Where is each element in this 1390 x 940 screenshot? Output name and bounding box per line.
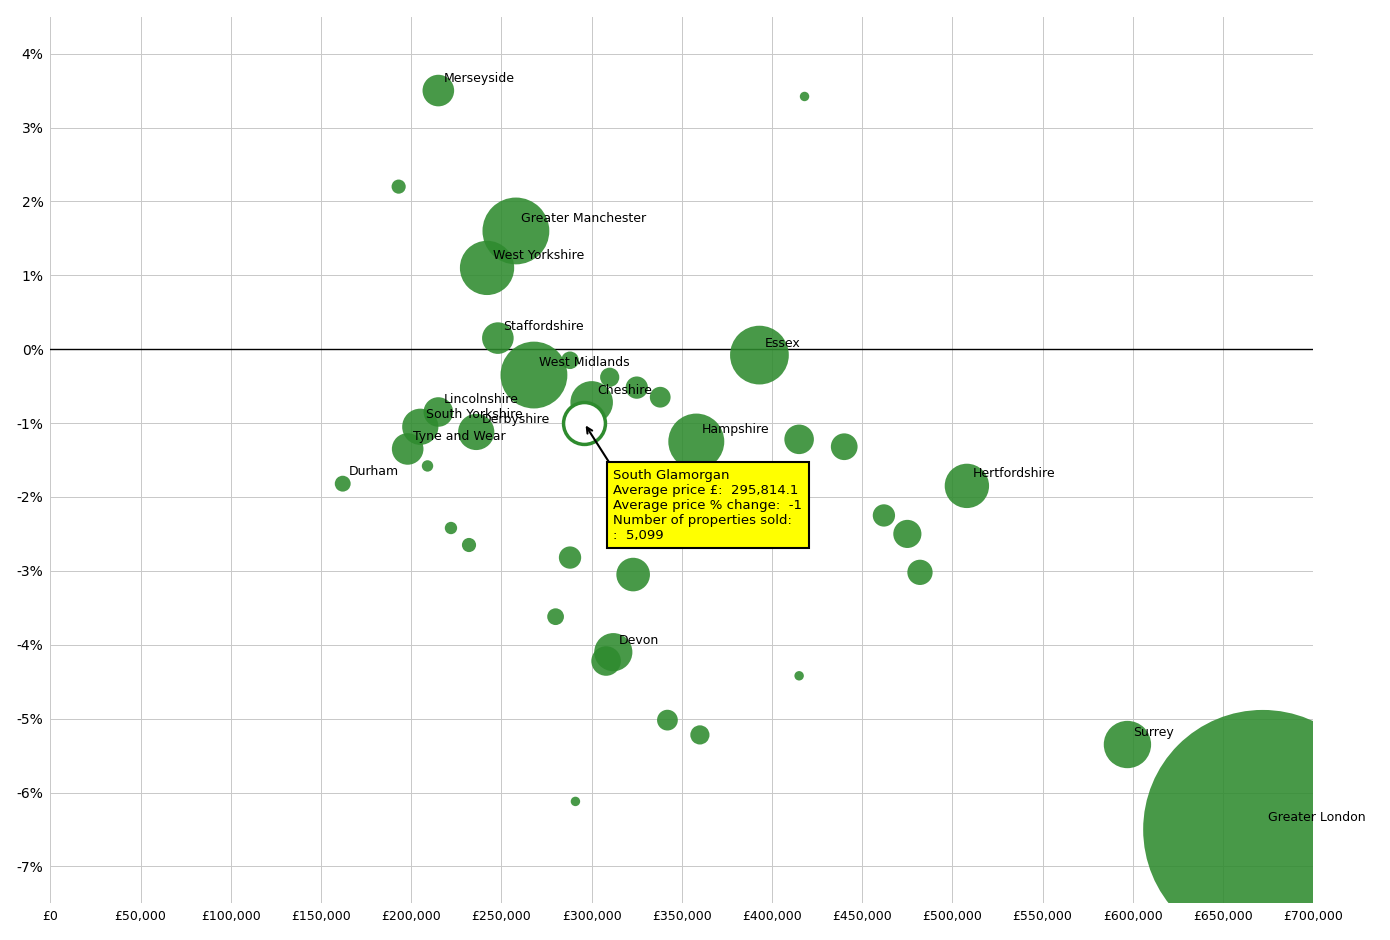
Point: [956, 478, 979, 494]
Point: [559, 550, 581, 565]
Text: Greater Manchester: Greater Manchester: [521, 212, 646, 226]
Text: Staffordshire: Staffordshire: [503, 320, 584, 333]
Point: [1251, 822, 1273, 837]
Text: Essex: Essex: [765, 337, 801, 350]
Point: [656, 713, 678, 728]
Point: [545, 609, 567, 624]
Point: [873, 508, 895, 523]
Text: Durham: Durham: [349, 465, 399, 478]
Text: Surrey: Surrey: [1133, 726, 1173, 739]
Text: South Glamorgan
Average price £:  295,814.1
Average price % change:  -1
Number o: South Glamorgan Average price £: 295,814…: [613, 469, 802, 541]
Point: [748, 348, 770, 363]
Point: [599, 369, 621, 384]
Point: [457, 538, 480, 553]
Point: [523, 368, 545, 383]
Point: [685, 434, 708, 449]
Point: [833, 439, 855, 454]
Text: Devon: Devon: [619, 634, 659, 647]
Point: [602, 645, 624, 660]
Point: [788, 431, 810, 446]
Point: [559, 352, 581, 368]
Text: Merseyside: Merseyside: [443, 72, 514, 85]
Text: South Yorkshire: South Yorkshire: [425, 408, 523, 421]
Text: Greater London: Greater London: [1268, 811, 1366, 824]
Point: [595, 653, 617, 668]
Text: Tyne and Wear: Tyne and Wear: [413, 431, 506, 444]
Point: [626, 380, 648, 395]
Text: Hertfordshire: Hertfordshire: [973, 467, 1055, 480]
Point: [486, 331, 509, 346]
Point: [417, 459, 439, 474]
Point: [623, 567, 645, 582]
Text: Lincolnshire: Lincolnshire: [443, 394, 518, 406]
Point: [466, 425, 488, 440]
Point: [581, 395, 603, 410]
Point: [332, 477, 354, 492]
Point: [396, 442, 418, 457]
Point: [505, 224, 527, 239]
Text: West Midlands: West Midlands: [539, 356, 630, 369]
Point: [1116, 737, 1138, 752]
Text: Hampshire: Hampshire: [702, 423, 770, 436]
Text: Cheshire: Cheshire: [598, 384, 652, 397]
Point: [649, 390, 671, 405]
Point: [475, 260, 498, 275]
Point: [909, 565, 931, 580]
Point: [409, 419, 431, 434]
Point: [897, 526, 919, 541]
Point: [794, 89, 816, 104]
Text: Derbyshire: Derbyshire: [482, 414, 550, 427]
Point: [564, 794, 587, 809]
Point: [427, 404, 449, 419]
Text: West Yorkshire: West Yorkshire: [492, 249, 584, 262]
Point: [573, 415, 595, 431]
Point: [788, 668, 810, 683]
Point: [427, 83, 449, 98]
Point: [439, 521, 461, 536]
Point: [689, 728, 712, 743]
Point: [388, 180, 410, 195]
